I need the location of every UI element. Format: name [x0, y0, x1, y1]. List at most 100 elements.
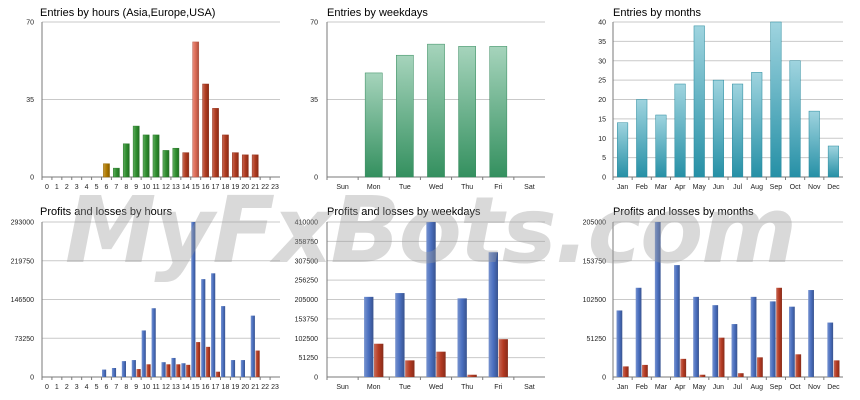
y-tick-label: 51250 [299, 355, 319, 362]
x-tick-label: 23 [271, 384, 279, 391]
loss-bar [642, 364, 648, 377]
profit-bar [161, 362, 166, 377]
bar [182, 152, 190, 178]
bar [241, 154, 249, 178]
y-tick-label: 25 [598, 78, 606, 85]
chart-panel-5: Profits and losses by weekdays 0 51250 1025… [295, 206, 545, 391]
y-tick-label: 0 [30, 175, 34, 182]
x-tick-label: 6 [105, 384, 109, 391]
bar [636, 99, 648, 178]
x-tick-label: Oct [790, 184, 801, 191]
y-tick-label: 0 [602, 375, 606, 382]
bar [103, 163, 110, 178]
x-tick-label: Feb [636, 384, 648, 391]
x-tick-label: Jun [713, 184, 724, 191]
y-tick-label: 51250 [587, 336, 607, 343]
loss-bar [374, 343, 384, 377]
loss-bar [176, 364, 181, 377]
x-tick-label: Sep [770, 184, 783, 191]
x-tick-label: 2 [65, 384, 69, 391]
x-tick-label: 5 [95, 384, 99, 391]
profit-bar [131, 360, 136, 377]
loss-bar [215, 371, 221, 377]
profit-bar [395, 293, 405, 377]
x-tick-label: Thu [461, 384, 473, 391]
x-tick-label: Thu [461, 184, 473, 191]
bar [458, 46, 476, 178]
bar [693, 25, 705, 178]
x-tick-label: Wed [429, 184, 443, 191]
x-tick-label: 9 [134, 384, 138, 391]
y-tick-label: 35 [26, 97, 34, 104]
chart-title: Entries by months [613, 7, 702, 19]
profit-bar [141, 330, 146, 377]
x-tick-label: Dec [827, 384, 840, 391]
x-tick-label: Aug [751, 184, 764, 191]
y-tick-label: 73250 [15, 336, 35, 343]
loss-bar [833, 360, 840, 377]
y-tick-label: 153750 [583, 258, 606, 265]
loss-bar [776, 287, 782, 377]
bar [162, 150, 170, 178]
y-tick-label: 0 [314, 175, 318, 182]
bar [222, 134, 229, 178]
loss-bar [205, 346, 211, 377]
x-tick-label: 21 [251, 384, 259, 391]
y-tick-label: 219750 [11, 258, 34, 265]
x-tick-label: 12 [162, 184, 170, 191]
x-tick-label: Sun [336, 184, 349, 191]
x-tick-label: 13 [172, 384, 180, 391]
x-tick-label: 4 [85, 184, 89, 191]
profit-bar [191, 222, 196, 377]
loss-bar [699, 374, 706, 377]
x-tick-label: Jun [713, 384, 724, 391]
y-tick-label: 102500 [295, 336, 318, 343]
x-tick-label: Fri [494, 184, 503, 191]
profit-bar [488, 252, 498, 377]
profit-bar [769, 301, 776, 377]
loss-bar [795, 354, 802, 377]
y-tick-label: 153750 [295, 316, 318, 323]
bar [770, 21, 782, 178]
x-tick-label: Feb [636, 184, 648, 191]
y-tick-label: 0 [314, 375, 318, 382]
x-tick-label: 3 [75, 184, 79, 191]
y-tick-label: 307500 [295, 258, 318, 265]
profit-bar [789, 306, 795, 377]
chart-title: Profits and losses by weekdays [327, 206, 481, 218]
x-tick-label: 7 [114, 184, 118, 191]
x-tick-label: 17 [212, 384, 220, 391]
bar [674, 83, 686, 178]
x-tick-label: 15 [192, 184, 200, 191]
x-tick-label: 1 [55, 184, 59, 191]
x-tick-label: 10 [142, 384, 150, 391]
x-tick-label: 14 [182, 384, 190, 391]
x-tick-label: Jan [617, 384, 628, 391]
y-tick-label: 70 [310, 20, 318, 27]
profit-bar [181, 363, 186, 377]
profit-bar [111, 368, 117, 377]
y-tick-label: 35 [598, 39, 606, 46]
bar [732, 83, 744, 178]
bar [113, 167, 120, 178]
x-tick-label: 16 [202, 384, 210, 391]
x-tick-label: Jul [733, 384, 742, 391]
loss-bar [757, 357, 763, 377]
profit-bar [211, 273, 216, 377]
y-tick-label: 358750 [295, 239, 318, 246]
profit-bar [616, 310, 623, 377]
x-tick-label: 4 [85, 384, 89, 391]
profit-bar [457, 298, 467, 377]
bar [827, 145, 839, 178]
chart-panel-2: Entries by weekdays 0 35 70 Sun Mon Tue Wed Thu F… [310, 7, 545, 191]
loss-bar [166, 364, 171, 377]
x-tick-label: Jan [617, 184, 628, 191]
x-tick-label: 20 [241, 184, 249, 191]
profit-bar [250, 315, 255, 377]
chart-title: Entries by weekdays [327, 7, 428, 19]
y-tick-label: 30 [598, 58, 606, 65]
x-tick-label: 22 [261, 184, 269, 191]
x-tick-label: Aug [751, 384, 764, 391]
x-tick-label: 0 [45, 184, 49, 191]
